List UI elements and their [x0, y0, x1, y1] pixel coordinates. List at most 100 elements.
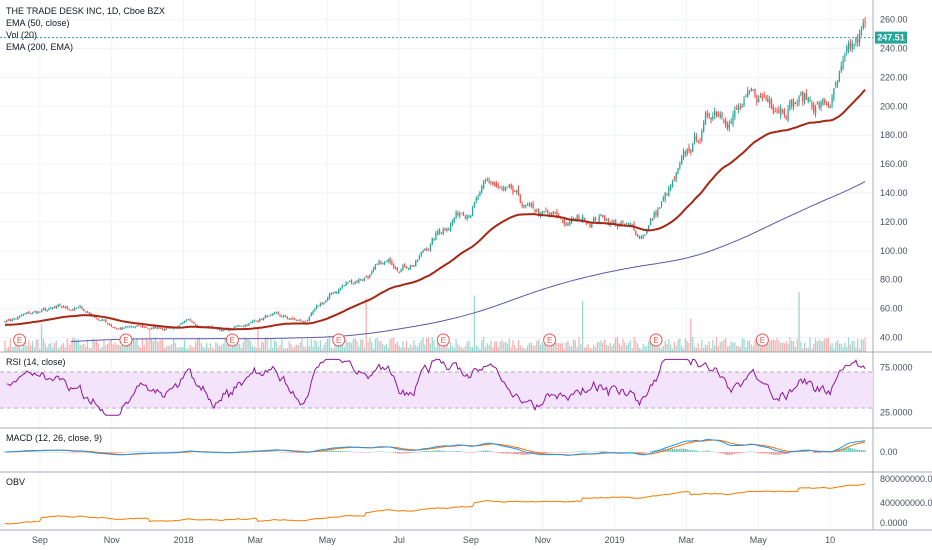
candle-body: [130, 326, 133, 328]
volume-bar: [26, 345, 28, 352]
candle-body: [389, 258, 391, 263]
volume-bar: [305, 347, 307, 352]
volume-bar: [807, 347, 809, 352]
volume-bar: [482, 337, 485, 352]
candle-body: [756, 95, 758, 103]
candle-body: [600, 214, 602, 216]
macd-histogram-bar: [418, 451, 421, 453]
candle-body: [13, 318, 15, 320]
candle-body: [75, 308, 78, 310]
macd-histogram-bar: [556, 452, 558, 453]
candle-body: [66, 306, 68, 309]
candle-body: [235, 326, 237, 328]
macd-histogram-bar: [350, 451, 353, 453]
macd-histogram-bar: [345, 451, 347, 452]
candle-body: [415, 260, 417, 266]
volume-bar: [609, 342, 611, 352]
candle-body: [448, 229, 450, 231]
volume-bar: [596, 342, 598, 352]
macd-histogram-bar: [262, 451, 265, 452]
candle-body: [688, 146, 690, 152]
candle-body: [418, 256, 421, 260]
candle-body: [297, 319, 300, 321]
volume-bar: [420, 340, 422, 352]
candle-body: [433, 239, 435, 241]
time-axis[interactable]: Sep Nov 2018 Mar May Jul Sep Nov 2019 Mar May 10: [32, 535, 835, 545]
volume-bar: [585, 346, 587, 352]
volume-bar: [339, 341, 342, 352]
candle-body: [26, 312, 28, 315]
volume-bar: [844, 342, 846, 352]
earnings-marker-label: E: [547, 336, 552, 345]
volume-bar: [690, 318, 692, 352]
candle-body: [363, 277, 366, 280]
macd-histogram-bar: [825, 452, 828, 453]
candle-body: [565, 223, 567, 225]
volume-bar: [292, 347, 294, 352]
macd-histogram-bar: [796, 451, 798, 453]
macd-histogram-bar: [361, 452, 364, 453]
candle-body: [767, 98, 769, 102]
candle-body: [372, 268, 375, 271]
macd-histogram-bar: [688, 449, 690, 452]
candle-body: [858, 34, 861, 43]
volume-bar: [521, 347, 523, 352]
volume-bar: [68, 345, 70, 352]
volume-bar: [39, 348, 41, 352]
candle-body: [77, 307, 79, 309]
rsi-legend[interactable]: RSI (14, close): [6, 357, 66, 367]
candle-body: [61, 306, 63, 308]
volume-bar: [426, 338, 428, 352]
candle-body: [426, 249, 428, 251]
volume-bar: [77, 338, 79, 352]
candle-body: [152, 327, 155, 329]
ema50-legend[interactable]: EMA (50, close): [6, 18, 70, 28]
candle-body: [649, 220, 652, 225]
price-axis[interactable]: 260.00 240.00 220.00 200.00 180.00 160.00 140.…: [880, 15, 932, 528]
earnings-marker: [649, 333, 663, 347]
obv-legend[interactable]: OBV: [6, 477, 26, 487]
candle-body: [121, 327, 123, 330]
volume-bar: [446, 343, 448, 352]
volume-bar: [640, 348, 642, 352]
volume-bar: [354, 338, 356, 352]
volume-bar: [251, 346, 254, 352]
volume-bar: [626, 345, 628, 352]
candle-body: [18, 315, 21, 318]
candle-body: [644, 234, 646, 236]
volume-bar: [675, 345, 677, 352]
candle-body: [697, 141, 699, 143]
candle-body: [699, 140, 701, 142]
macd-histogram-bar: [475, 451, 477, 453]
macd-histogram-bar: [134, 451, 136, 453]
earnings-marker-label: E: [230, 336, 235, 345]
volume-bar: [862, 339, 864, 352]
volume-bar: [242, 341, 244, 352]
candle-body: [189, 319, 191, 321]
volume-bar: [695, 347, 697, 352]
ema200-legend[interactable]: EMA (200, EMA): [6, 42, 74, 52]
volume-bar: [648, 341, 650, 352]
macd-line: [4, 438, 866, 456]
candle-body: [378, 260, 380, 265]
candle-body: [736, 108, 738, 110]
candle-body: [57, 304, 59, 307]
macd-histogram-bar: [57, 451, 59, 453]
macd-legend[interactable]: MACD (12, 26, close, 9): [6, 433, 103, 443]
volume-legend[interactable]: Vol (20): [6, 30, 38, 40]
volume-bar: [33, 347, 35, 352]
volume-bar: [770, 340, 773, 352]
candle-body: [703, 122, 705, 132]
volume-bar: [411, 346, 413, 352]
candle-body: [141, 325, 144, 328]
macd-histogram-bar: [807, 451, 809, 452]
symbol-title[interactable]: THE TRADE DESK INC, 1D, Cboe BZX: [6, 6, 165, 16]
volume-bar: [776, 337, 778, 352]
candle-body: [290, 318, 292, 320]
macd-histogram-bar: [162, 451, 164, 453]
candle-body: [299, 319, 301, 322]
volume-bar: [569, 345, 571, 352]
macd-histogram-bar: [565, 452, 567, 453]
volume-bar: [396, 341, 399, 352]
